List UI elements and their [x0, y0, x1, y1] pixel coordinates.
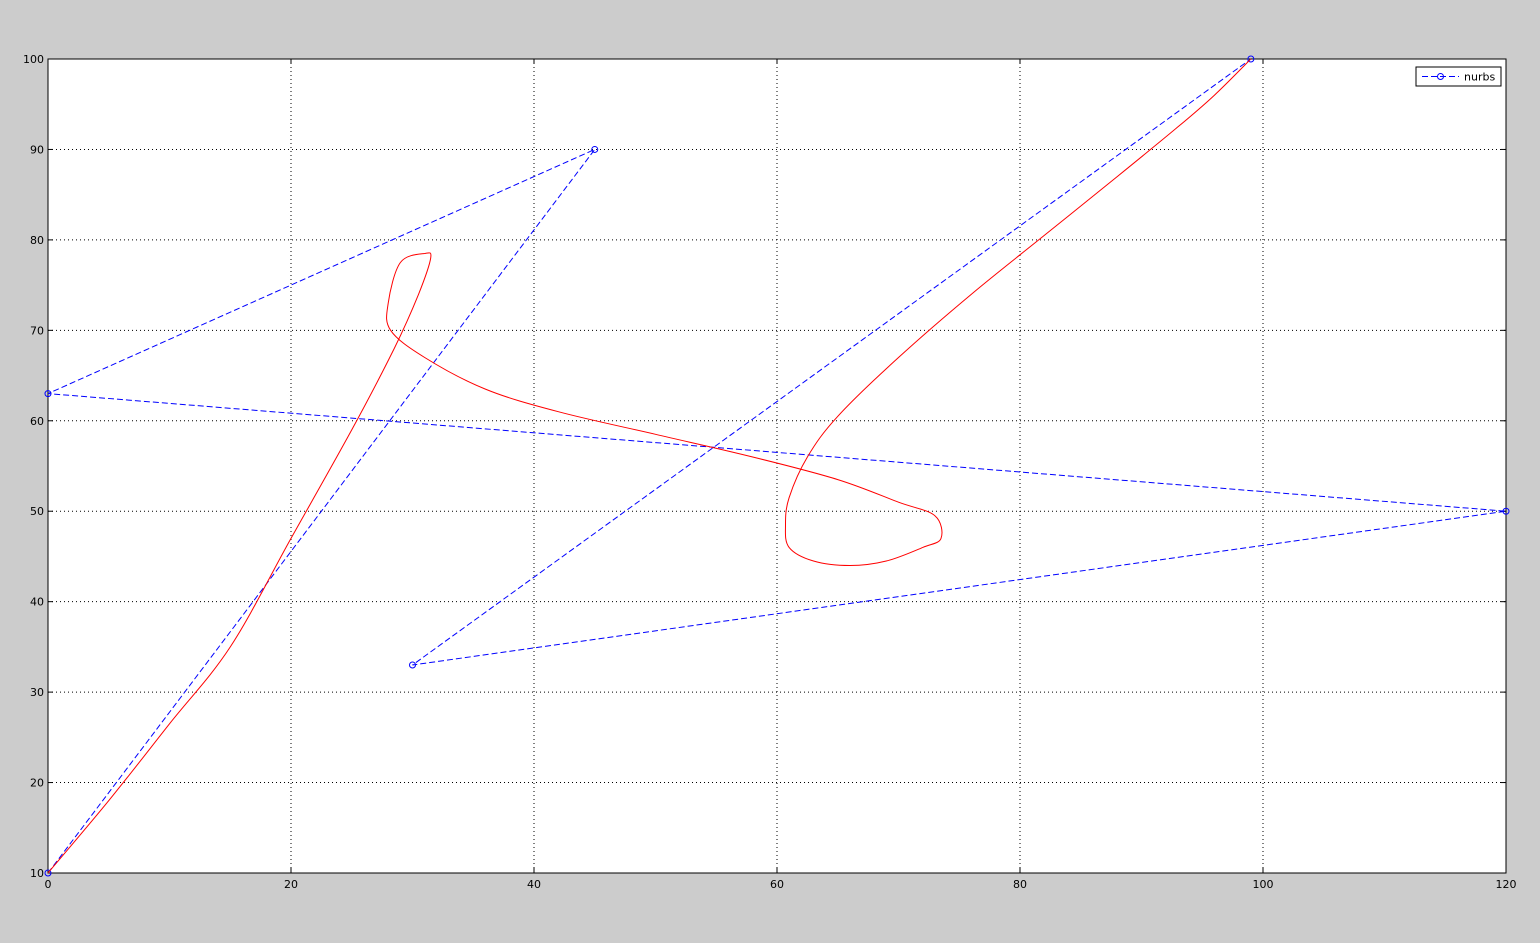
legend-label-nurbs: nurbs: [1464, 71, 1495, 84]
y-tick-label: 20: [30, 777, 44, 790]
y-tick-label: 70: [30, 324, 44, 337]
legend-marker-sample: [1437, 73, 1444, 80]
x-tick-label: 20: [284, 878, 298, 891]
control-point-marker: [44, 869, 52, 877]
control-polygon-line: [47, 58, 1507, 874]
control-point-marker: [591, 145, 599, 153]
nurbs-curve-line: [47, 58, 1252, 874]
y-tick-label: 60: [30, 415, 44, 428]
x-tick-label: 80: [1013, 878, 1027, 891]
control-point-marker: [409, 661, 416, 669]
plot-area: [47, 58, 1507, 874]
x-tick-label: 0: [45, 878, 52, 891]
x-tick-label: 40: [527, 878, 541, 891]
y-tick-label: 10: [30, 867, 44, 880]
control-point-marker: [44, 390, 52, 398]
x-axis-ticks: 0 20 40 60 80 100 120: [45, 59, 1517, 891]
control-point-marker: [1247, 55, 1255, 63]
y-tick-label: 80: [30, 234, 44, 247]
x-tick-label: 60: [770, 878, 784, 891]
y-tick-label: 50: [30, 505, 44, 518]
y-tick-label: 100: [23, 53, 44, 66]
y-axis-ticks: 10 20 30 40 50 60 70 80 90 100: [23, 53, 1506, 880]
control-point-marker: [1502, 507, 1510, 515]
y-tick-label: 30: [30, 686, 44, 699]
series: [44, 55, 1510, 877]
legend[interactable]: nurbs: [1415, 66, 1502, 87]
y-tick-label: 40: [30, 596, 44, 609]
x-tick-label: 120: [1496, 878, 1517, 891]
grid: [48, 59, 1506, 873]
y-tick-label: 90: [30, 143, 44, 156]
x-tick-label: 100: [1253, 878, 1274, 891]
